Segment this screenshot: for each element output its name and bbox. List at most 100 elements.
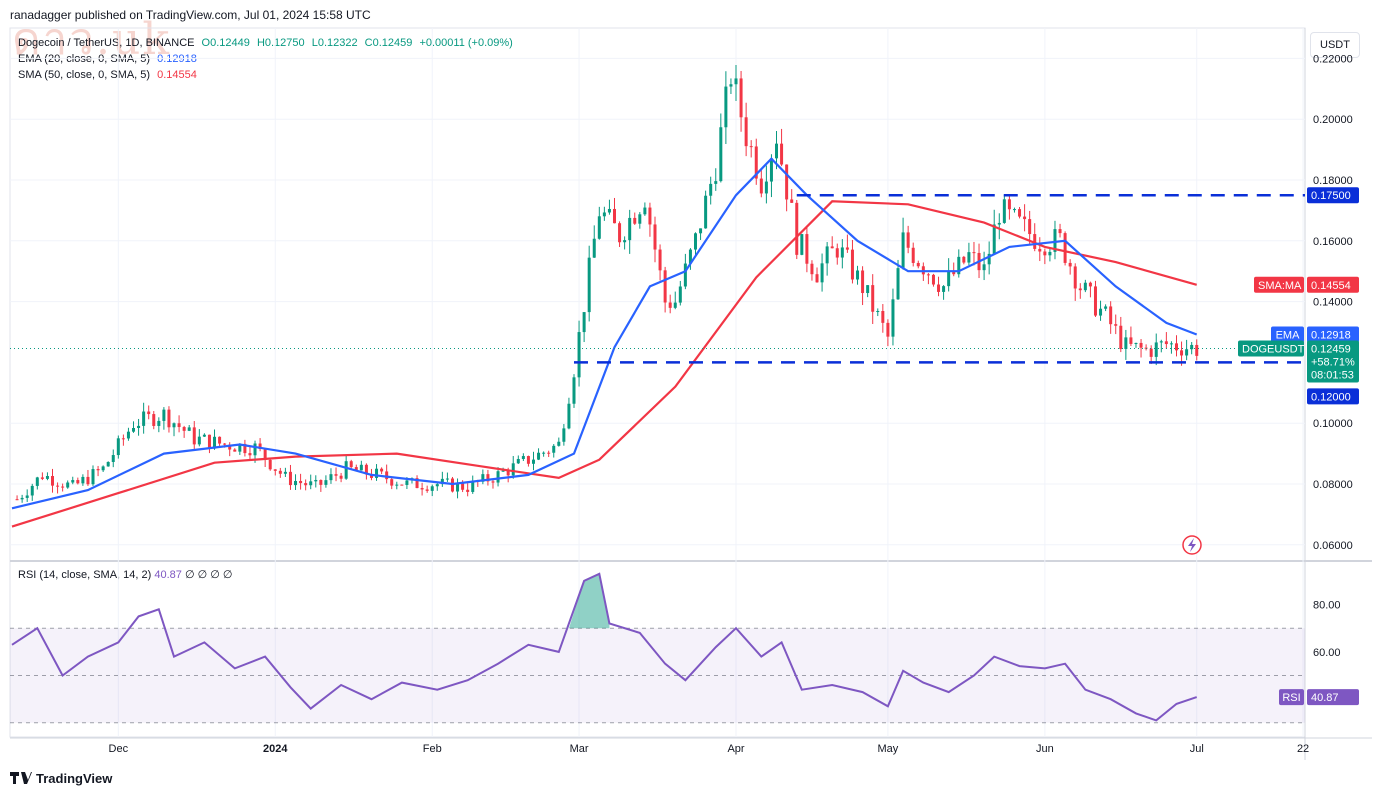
candle-body: [577, 332, 581, 378]
candle-body: [810, 263, 814, 275]
candle-body: [931, 274, 935, 285]
candle-body: [957, 256, 961, 275]
sma-label[interactable]: SMA (50, close, 0, SMA, 5): [18, 69, 151, 81]
symbol-name-tag: DOGEUSDT: [1242, 343, 1305, 355]
candle-body: [299, 480, 303, 484]
candle-body: [248, 453, 252, 456]
candle-body: [1048, 251, 1052, 256]
candle-body: [1185, 349, 1189, 356]
candle-body: [390, 479, 394, 486]
candle-body: [218, 436, 222, 444]
candle-body: [658, 249, 662, 271]
tv-logo-icon: [10, 771, 32, 786]
candle-body: [1063, 233, 1067, 263]
candle-body: [805, 234, 809, 264]
sma-row[interactable]: SMA (50, close, 0, SMA, 5) 0.14554: [18, 67, 517, 83]
candle-body: [835, 248, 839, 258]
candle-body: [349, 461, 353, 468]
candle-body: [1119, 325, 1123, 349]
time-tick-label: May: [878, 743, 899, 755]
candle-body: [20, 497, 24, 500]
sma-value-tag: 0.14554: [1311, 280, 1351, 292]
candle-body: [602, 212, 606, 217]
candle-body: [405, 480, 409, 485]
symbol-name-tag-bg: [1238, 340, 1304, 357]
ema-row[interactable]: EMA (20, close, 0, SMA, 5) 0.12918: [18, 51, 517, 67]
candle-body: [182, 427, 186, 431]
candle-body: [678, 286, 682, 303]
currency-button[interactable]: USDT: [1310, 32, 1360, 58]
candle-body: [294, 480, 298, 486]
candle-body: [1169, 343, 1173, 345]
candle-body: [850, 249, 854, 280]
candle-body: [121, 438, 125, 440]
candle-body: [663, 270, 667, 303]
candle-body: [1028, 219, 1032, 235]
candle-body: [40, 477, 44, 479]
rsi-value-tag-bg: [1307, 689, 1359, 706]
last-price-value: 0.12459: [1311, 343, 1351, 355]
candle-body: [1109, 306, 1113, 325]
ema-value: 0.12918: [157, 53, 197, 65]
candle-body: [947, 271, 951, 287]
candle-body: [197, 436, 201, 445]
ema-value-tag-bg: [1307, 326, 1359, 343]
candle-body: [1134, 342, 1138, 344]
candle-body: [775, 143, 779, 159]
symbol-label[interactable]: Dogecoin / TetherUS, 1D, BINANCE: [18, 37, 195, 49]
candle-body: [1002, 199, 1006, 223]
tradingview-logo[interactable]: TradingView: [10, 771, 112, 786]
candle-body: [861, 270, 865, 294]
support-tag: 0.12000: [1311, 391, 1351, 403]
candle-body: [71, 480, 75, 483]
candle-body: [699, 228, 703, 234]
candle-body: [1159, 341, 1163, 343]
time-tick-label: 2024: [263, 743, 288, 755]
candle-body: [375, 468, 379, 478]
candle-body: [871, 285, 875, 312]
candle-body: [278, 470, 282, 474]
candle-body: [1068, 262, 1072, 267]
candle-body: [597, 216, 601, 239]
sma-name-tag-bg: [1254, 276, 1304, 293]
flash-icon[interactable]: [1182, 535, 1202, 555]
price-legend[interactable]: Dogecoin / TetherUS, 1D, BINANCE O0.1244…: [18, 35, 517, 83]
candle-body: [845, 247, 849, 250]
candle-body: [967, 252, 971, 263]
candle-body: [587, 257, 591, 313]
candle-body: [481, 474, 485, 482]
candle-body: [719, 127, 723, 182]
candle-body: [704, 195, 708, 229]
candle-body: [172, 423, 176, 428]
candle-body: [683, 263, 687, 287]
support-tag-bg: [1307, 388, 1359, 405]
candle-body: [157, 420, 161, 426]
candle-body: [1023, 216, 1027, 220]
ema-value-tag: 0.12918: [1311, 329, 1351, 341]
time-tick-label: Apr: [727, 743, 744, 755]
candle-body: [86, 476, 90, 485]
candle-body: [491, 481, 495, 483]
candle-body: [623, 240, 627, 243]
candle-body: [1174, 343, 1178, 351]
candle-body: [1073, 266, 1077, 289]
candle-body: [942, 286, 946, 292]
candle-body: [1139, 342, 1143, 348]
candle-body: [61, 486, 65, 488]
candle-body: [147, 411, 151, 415]
ema-name-tag: EMA: [1276, 329, 1301, 341]
candle-body: [744, 117, 748, 147]
candle-body: [916, 262, 920, 267]
candle-body: [1195, 344, 1199, 356]
ema-label[interactable]: EMA (20, close, 0, SMA, 5): [18, 53, 151, 65]
sma-name-tag: SMA:MA: [1258, 280, 1302, 292]
candle-body: [233, 449, 237, 452]
rsi-name-tag-bg: [1279, 689, 1304, 706]
candle-body: [329, 474, 333, 481]
symbol-row[interactable]: Dogecoin / TetherUS, 1D, BINANCE O0.1244…: [18, 35, 517, 51]
candle-body: [1038, 248, 1042, 252]
candle-body: [111, 455, 115, 462]
last-price-tag-bg: [1307, 340, 1359, 383]
candle-body: [187, 427, 191, 431]
